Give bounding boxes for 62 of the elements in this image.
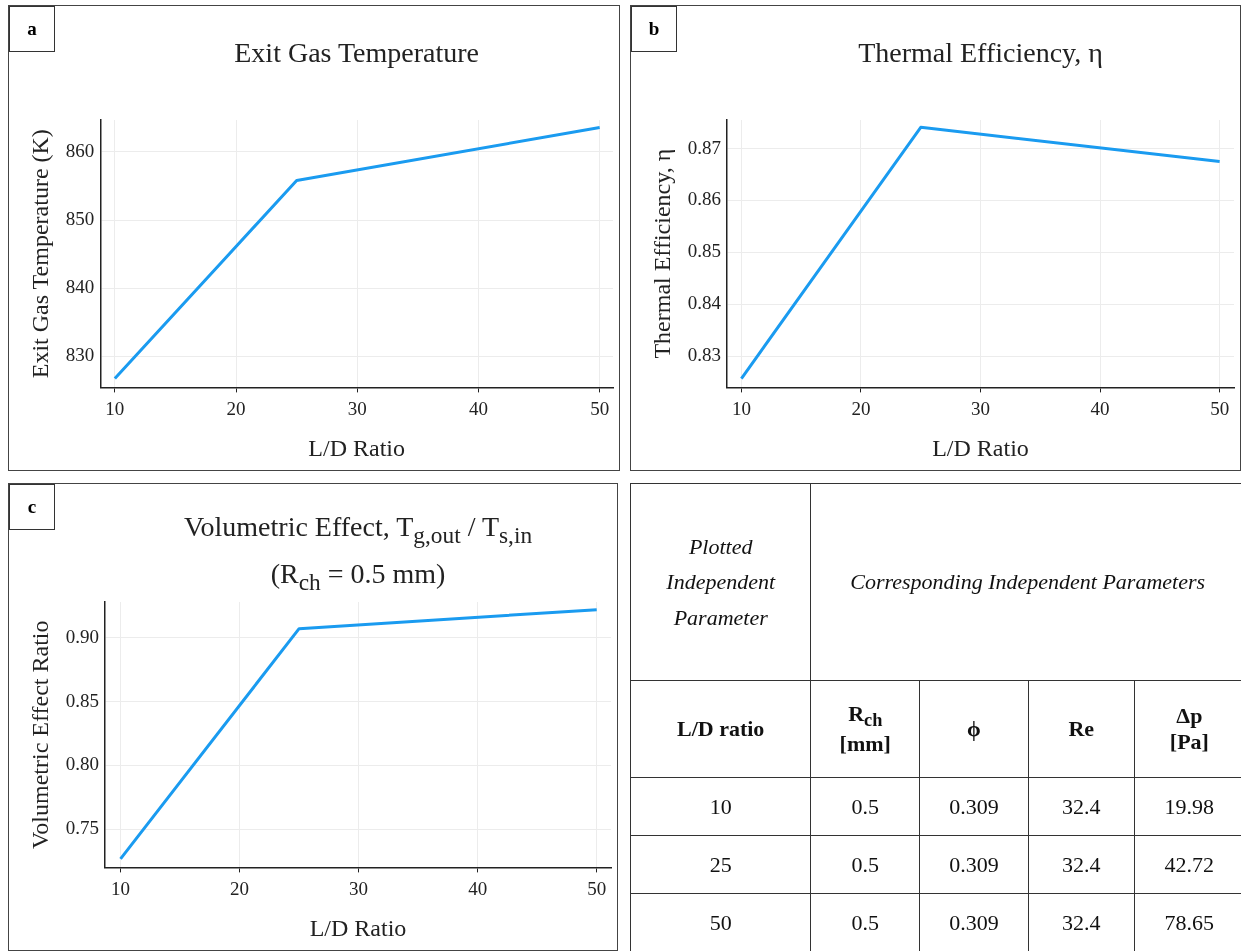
text: 32.4 [1028,893,1135,951]
x-tick-label: 10 [111,877,131,899]
y-tick-label: 0.86 [687,188,722,210]
x-tick-label: 10 [731,397,751,419]
text: 32.4 [1028,777,1135,836]
text: b [631,6,677,52]
x-tick-label: 50 [1210,397,1230,419]
y-tick-label: 840 [65,276,95,298]
text: L/D ratio [630,680,811,778]
text: 32.4 [1028,835,1135,894]
y-axis-title: Thermal Efficiency, η [648,148,675,359]
x-tick-label: 40 [468,877,488,899]
y-tick-label: 850 [65,208,95,229]
y-axis-title: Volumetric Effect Ratio [26,620,53,849]
y-tick-label: 0.90 [65,625,100,647]
text: R$_{ch}$ [mm] [810,680,920,778]
y-tick-label: 0.80 [65,753,100,775]
x-tick-label: 10 [105,397,125,419]
text: 78.65 [1134,893,1241,951]
x-axis-title: L/D Ratio [932,434,1029,461]
x-tick-label: 30 [347,397,367,419]
y-axis-title: Exit Gas Temperature (K) [26,129,53,379]
x-tick-label: 50 [590,397,610,419]
text: 0.309 [919,893,1029,951]
x-tick-label: 30 [349,877,369,899]
text: 0.5 [810,777,920,836]
text: Δp [Pa] [1134,680,1241,778]
text: Corresponding Independent Parameters [810,483,1241,681]
y-tick-label: 0.85 [687,240,722,262]
text: ϕ [919,680,1029,778]
text: 0.5 [810,893,920,951]
y-tick-label: 830 [65,344,95,366]
chart-title: Exit Gas Temperature [233,36,481,70]
text: 0.5 [810,835,920,894]
x-tick-label: 20 [226,397,246,419]
text: 10 [630,777,811,836]
y-tick-label: 0.87 [687,136,722,158]
text: a [9,6,55,52]
x-axis-title: L/D Ratio [309,914,407,941]
x-tick-label: 40 [1090,397,1110,419]
y-tick-label: 0.85 [65,689,100,711]
text: 25 [630,835,811,894]
x-tick-label: 40 [468,397,488,419]
y-tick-label: 0.84 [687,292,722,314]
text: Re [1028,680,1135,778]
x-axis-title: L/D Ratio [308,434,405,461]
chart-title: Thermal Efficiency, η [857,36,1104,70]
y-tick-label: 0.75 [65,817,100,839]
x-tick-label: 30 [971,397,991,419]
x-tick-label: 20 [230,877,250,899]
text: 19.98 [1134,777,1241,836]
text: c [9,484,55,530]
text: 0.309 [919,835,1029,894]
x-tick-label: 50 [587,877,607,899]
chart-title: Volumetric Effect, T$_{g,out}$ / T$_{s,in}$ [183,511,533,548]
text: 0.309 [919,777,1029,836]
text: 42.72 [1134,835,1241,894]
y-tick-label: 860 [65,139,95,161]
y-tick-label: 0.83 [687,344,722,366]
chart-subtitle: (R$_{ch}$ = 0.5 mm) [270,557,446,595]
text: Plotted Independent Parameter [630,483,811,681]
x-tick-label: 20 [851,397,871,419]
